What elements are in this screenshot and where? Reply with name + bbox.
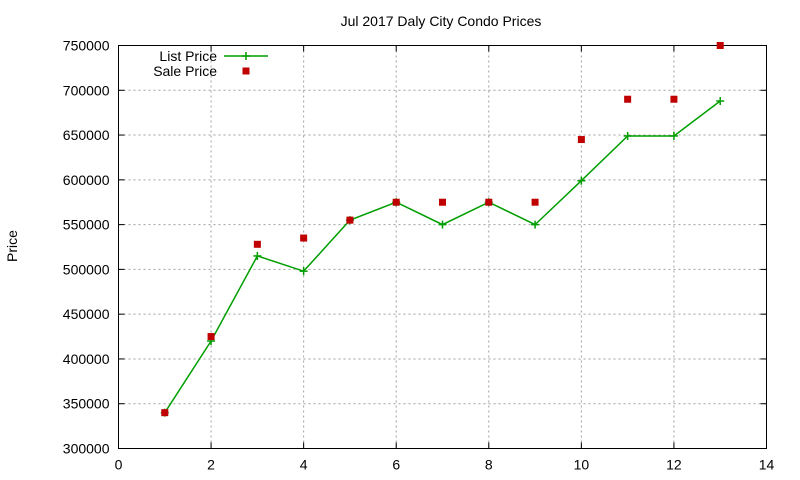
data-point-list-price bbox=[623, 131, 632, 140]
data-point-sale-price bbox=[439, 198, 446, 206]
data-point-list-price bbox=[438, 220, 447, 229]
data-point-list-price bbox=[253, 251, 262, 260]
y-tick-label: 750000 bbox=[63, 38, 110, 54]
data-point-list-price bbox=[669, 131, 678, 140]
series-line-list-price bbox=[164, 100, 721, 414]
data-point-sale-price bbox=[485, 198, 493, 206]
data-point-sale-price bbox=[161, 409, 169, 417]
tick-layer: 0 2 4 6 8 10 12 14 300000 350000 400000 450000 50000… bbox=[63, 38, 775, 473]
y-tick-label: 300000 bbox=[63, 441, 110, 457]
data-point-sale-price bbox=[207, 333, 215, 341]
plot-frame bbox=[118, 45, 767, 449]
data-point-list-price bbox=[299, 267, 308, 276]
grid-layer bbox=[118, 45, 767, 449]
x-tick-label: 6 bbox=[392, 457, 400, 473]
series-layer bbox=[160, 42, 725, 417]
data-point-sale-price bbox=[716, 42, 724, 49]
legend-square bbox=[242, 67, 250, 75]
legend-label-sale-price: Sale Price bbox=[153, 63, 217, 79]
y-tick-label: 450000 bbox=[63, 306, 110, 322]
legend-plus bbox=[242, 52, 250, 60]
x-tick-label: 0 bbox=[115, 457, 123, 473]
y-axis-label: Price bbox=[4, 230, 20, 262]
x-tick-label: 10 bbox=[574, 457, 590, 473]
data-point-sale-price bbox=[624, 95, 632, 103]
y-tick-label: 600000 bbox=[63, 172, 110, 188]
legend-label-list-price: List Price bbox=[159, 48, 217, 64]
y-tick-label: 550000 bbox=[63, 217, 110, 233]
data-point-sale-price bbox=[670, 95, 678, 103]
chart-title: Jul 2017 Daly City Condo Prices bbox=[341, 13, 542, 29]
legend-marker-list-price bbox=[242, 52, 250, 60]
data-point-sale-price bbox=[346, 216, 354, 224]
data-point-list-price bbox=[716, 97, 725, 106]
data-point-sale-price bbox=[392, 198, 400, 206]
y-tick-label: 400000 bbox=[63, 351, 110, 367]
x-tick-label: 4 bbox=[300, 457, 308, 473]
data-point-list-price bbox=[577, 176, 586, 185]
y-tick-label: 650000 bbox=[63, 127, 110, 143]
y-tick-label: 350000 bbox=[63, 396, 110, 412]
x-tick-label: 8 bbox=[485, 457, 493, 473]
legend: List Price Sale Price bbox=[153, 48, 268, 79]
data-point-sale-price bbox=[531, 198, 539, 206]
data-point-sale-price bbox=[300, 234, 308, 242]
data-point-sale-price bbox=[253, 240, 261, 248]
data-point-list-price bbox=[531, 220, 540, 229]
x-tick-label: 2 bbox=[207, 457, 215, 473]
legend-marker-sale-price bbox=[242, 67, 250, 75]
y-tick-label: 700000 bbox=[63, 82, 110, 98]
data-point-sale-price bbox=[577, 136, 585, 144]
x-tick-label: 14 bbox=[759, 457, 775, 473]
y-tick-label: 500000 bbox=[63, 261, 110, 277]
x-tick-label: 12 bbox=[666, 457, 682, 473]
